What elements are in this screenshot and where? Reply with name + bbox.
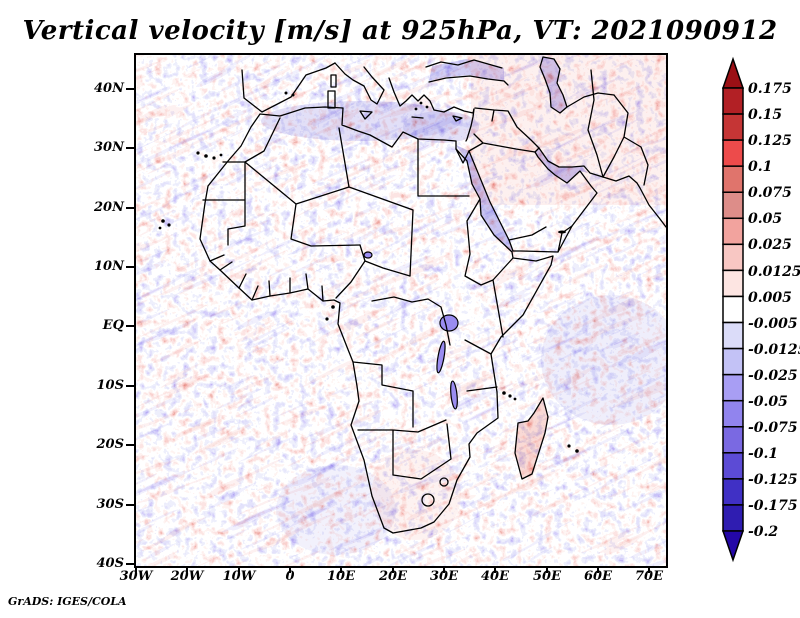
lon-tick <box>392 566 394 573</box>
lat-tick <box>126 266 134 268</box>
colorbar-segment <box>722 139 744 167</box>
lon-tick <box>443 566 445 573</box>
credit-text: GrADS: IGES/COLA <box>8 595 127 608</box>
colorbar-segment <box>722 452 744 480</box>
lat-tick <box>126 88 134 90</box>
colorbar-label: 0.125 <box>748 133 792 149</box>
colorbar-label: 0.005 <box>748 290 792 306</box>
colorbar-segment <box>722 165 744 193</box>
colorbar-segment <box>722 243 744 272</box>
lat-tick <box>126 147 134 149</box>
lat-tick <box>126 504 134 506</box>
lon-tick <box>289 566 291 573</box>
colorbar-segment <box>722 347 744 376</box>
lon-tick <box>546 566 548 573</box>
colorbar-label: 0.1 <box>748 159 772 175</box>
colorbar-label: -0.025 <box>748 368 798 384</box>
colorbar-label: 0.0125 <box>748 264 800 280</box>
lat-label-10n: 10N <box>94 259 124 274</box>
lat-label-30s: 30S <box>96 497 124 512</box>
colorbar-label: -0.005 <box>748 316 798 332</box>
colorbar: 0.175 0.15 0.125 0.1 0.075 0.05 0.025 0.… <box>721 56 800 563</box>
lat-tick <box>126 385 134 387</box>
lon-tick <box>494 566 496 573</box>
lon-label-70e: 70E <box>635 569 663 584</box>
lat-tick <box>126 444 134 446</box>
colorbar-label: 0.15 <box>748 107 782 123</box>
lon-label-30e: 30E <box>430 569 458 584</box>
lon-label-0: 0 <box>285 569 295 584</box>
colorbar-label: 0.05 <box>748 211 782 227</box>
lon-label-20e: 20E <box>379 569 407 584</box>
lat-tick <box>126 325 134 327</box>
colorbar-segment <box>722 113 744 141</box>
lat-label-40n: 40N <box>94 81 124 96</box>
chart-title: Vertical velocity [m/s] at 925hPa, VT: 2… <box>22 16 778 46</box>
colorbar-label: -0.0125 <box>748 342 800 358</box>
colorbar-label: 0.175 <box>748 81 792 97</box>
colorbar-label: -0.175 <box>748 498 798 514</box>
lon-label-50e: 50E <box>533 569 561 584</box>
colorbar-segment <box>722 217 744 246</box>
colorbar-segment <box>722 373 744 402</box>
sea-tints <box>261 55 666 555</box>
lat-label-40s: 40S <box>96 556 124 571</box>
colorbar-segment <box>722 191 744 220</box>
colorbar-label: -0.1 <box>748 446 778 462</box>
lon-tick <box>135 566 137 573</box>
map-frame <box>134 53 668 568</box>
colorbar-label: -0.125 <box>748 472 798 488</box>
lat-label-30n: 30N <box>94 140 124 155</box>
colorbar-label: 0.075 <box>748 185 792 201</box>
colorbar-label: -0.05 <box>748 394 788 410</box>
lat-label-10s: 10S <box>96 378 124 393</box>
colorbar-segment <box>722 321 744 350</box>
lat-label-eq: EQ <box>102 318 124 333</box>
colorbar-segment <box>722 269 744 298</box>
colorbar-segment <box>722 295 744 324</box>
lon-label-40e: 40E <box>481 569 509 584</box>
lon-label-60e: 60E <box>584 569 612 584</box>
lon-tick <box>186 566 188 573</box>
colorbar-label: 0.025 <box>748 237 792 253</box>
colorbar-segment <box>722 399 744 428</box>
lat-label-20s: 20S <box>96 437 124 452</box>
colorbar-arrow-down-icon <box>721 530 745 563</box>
lon-label-30w: 30W <box>119 569 153 584</box>
lat-tick <box>126 563 134 565</box>
lat-label-20n: 20N <box>94 200 124 215</box>
lon-label-10w: 10W <box>222 569 256 584</box>
colorbar-segment <box>722 87 744 115</box>
lon-tick <box>238 566 240 573</box>
colorbar-arrow-up-icon <box>721 56 745 89</box>
lat-tick <box>126 207 134 209</box>
coastlines-borders <box>199 56 666 534</box>
lon-label-10e: 10E <box>327 569 355 584</box>
lon-tick <box>340 566 342 573</box>
colorbar-label: -0.2 <box>748 524 778 540</box>
colorbar-segment <box>722 426 744 454</box>
colorbar-segment <box>722 478 744 506</box>
island-dots <box>158 91 579 453</box>
map-canvas <box>136 55 666 566</box>
lon-tick <box>597 566 599 573</box>
colorbar-label: -0.075 <box>748 420 798 436</box>
lon-tick <box>648 566 650 573</box>
lon-label-20w: 20W <box>170 569 204 584</box>
colorbar-segment <box>722 504 744 532</box>
